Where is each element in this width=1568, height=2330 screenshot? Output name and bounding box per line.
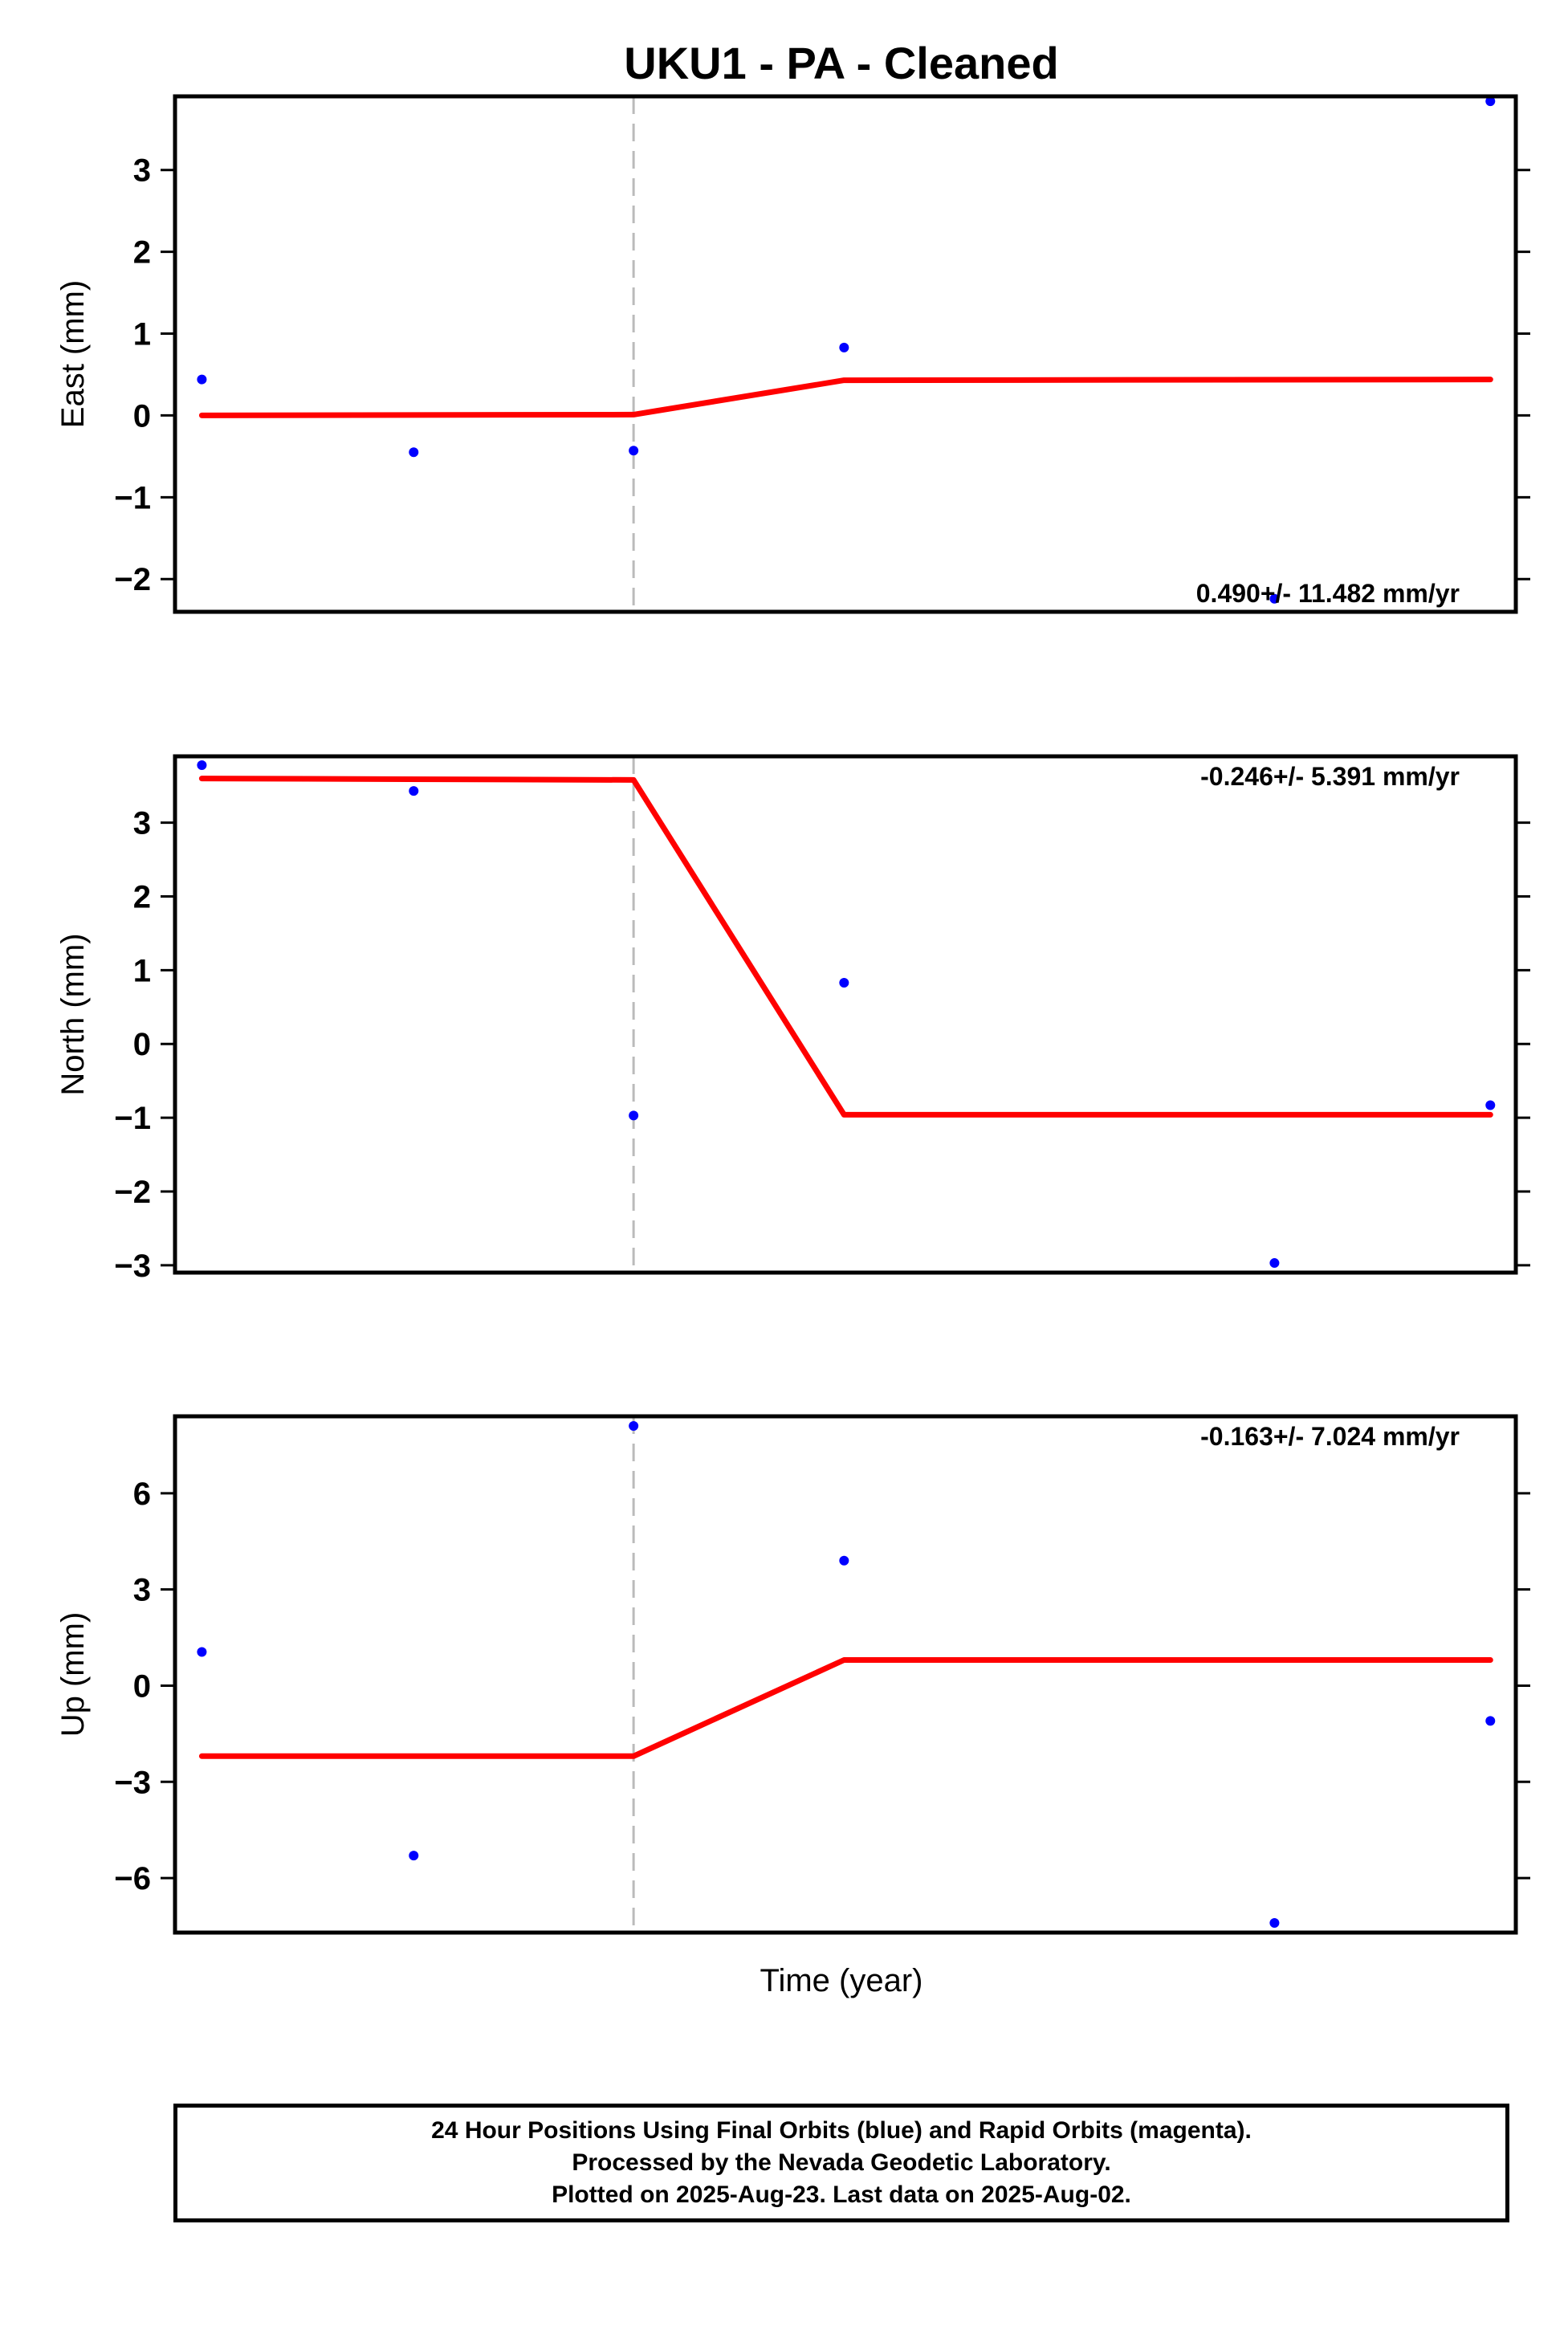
model-line-east bbox=[198, 377, 1493, 418]
data-point bbox=[839, 978, 849, 988]
panel-up: −6 −3 0 3 6 Up (mm) -0.163+/- 7.024 mm/yr bbox=[55, 1414, 1530, 1935]
data-point bbox=[1269, 1918, 1280, 1929]
rate-label-up: -0.163+/- 7.024 mm/yr bbox=[1200, 1422, 1460, 1451]
y-tick-label: −1 bbox=[114, 1101, 151, 1136]
data-point bbox=[197, 374, 207, 385]
model-line-north bbox=[198, 776, 1493, 1118]
y-axis-label-east: East (mm) bbox=[55, 280, 91, 428]
y-tick-label: −2 bbox=[114, 1175, 151, 1210]
rate-label-north: -0.246+/- 5.391 mm/yr bbox=[1200, 762, 1460, 791]
y-tick-label: 0 bbox=[133, 1668, 151, 1704]
panel-north: −3 −2 −1 0 1 2 3 North (mm) -0.246+/- 5.391 mm/y… bbox=[55, 754, 1530, 1284]
y-tick-label: 3 bbox=[133, 1573, 151, 1608]
data-point bbox=[409, 447, 419, 458]
y-tick-label: 2 bbox=[133, 880, 151, 915]
data-point bbox=[1485, 1716, 1496, 1726]
panels: −2 −1 0 1 2 3 East (mm) 0.490+/- 11.482 mm/yr −3… bbox=[55, 94, 1530, 1935]
footer-box: 24 Hour Positions Using Final Orbits (bl… bbox=[173, 2104, 1509, 2222]
y-tick-label: −1 bbox=[114, 480, 151, 515]
y-tick-label: 3 bbox=[133, 806, 151, 841]
data-point bbox=[197, 1647, 207, 1657]
footer-line-1: 24 Hour Positions Using Final Orbits (bl… bbox=[431, 2117, 1252, 2144]
x-axis-label: Time (year) bbox=[760, 1963, 923, 1998]
y-tick-label: 0 bbox=[133, 1027, 151, 1062]
y-tick-label: −3 bbox=[114, 1765, 151, 1800]
data-point bbox=[409, 786, 419, 796]
data-point bbox=[1269, 1258, 1280, 1269]
y-tick-label: −2 bbox=[114, 562, 151, 597]
y-axis-label-up: Up (mm) bbox=[55, 1612, 91, 1737]
data-point bbox=[1485, 96, 1496, 107]
data-point bbox=[839, 342, 849, 352]
plot-frame-up bbox=[173, 1414, 1518, 1935]
plot-frame-north bbox=[173, 754, 1518, 1275]
data-point bbox=[409, 1851, 419, 1861]
data-point bbox=[197, 760, 207, 771]
y-tick-label: 1 bbox=[133, 953, 151, 988]
footer-line-2: Processed by the Nevada Geodetic Laborat… bbox=[572, 2149, 1111, 2176]
y-tick-label: −6 bbox=[114, 1861, 151, 1896]
y-tick-label: 0 bbox=[133, 398, 151, 434]
data-point bbox=[839, 1555, 849, 1566]
footer-line-3: Plotted on 2025-Aug-23. Last data on 202… bbox=[552, 2181, 1131, 2208]
chart-title: UKU1 - PA - Cleaned bbox=[624, 38, 1058, 88]
y-tick-label: 2 bbox=[133, 235, 151, 271]
data-point bbox=[1485, 1100, 1496, 1110]
data-point bbox=[629, 1420, 639, 1431]
data-point bbox=[629, 446, 639, 456]
data-point bbox=[1269, 593, 1280, 604]
plot-frame-east bbox=[173, 94, 1518, 614]
model-line-up bbox=[198, 1657, 1493, 1759]
rate-label-east: 0.490+/- 11.482 mm/yr bbox=[1196, 579, 1460, 608]
y-axis-label-north: North (mm) bbox=[55, 933, 91, 1095]
data-point bbox=[629, 1110, 639, 1121]
y-tick-label: 1 bbox=[133, 317, 151, 352]
y-tick-label: 3 bbox=[133, 153, 151, 189]
panel-east: −2 −1 0 1 2 3 East (mm) 0.490+/- 11.482 mm/yr bbox=[55, 94, 1530, 614]
y-tick-label: 6 bbox=[133, 1477, 151, 1512]
y-tick-label: −3 bbox=[114, 1249, 151, 1284]
